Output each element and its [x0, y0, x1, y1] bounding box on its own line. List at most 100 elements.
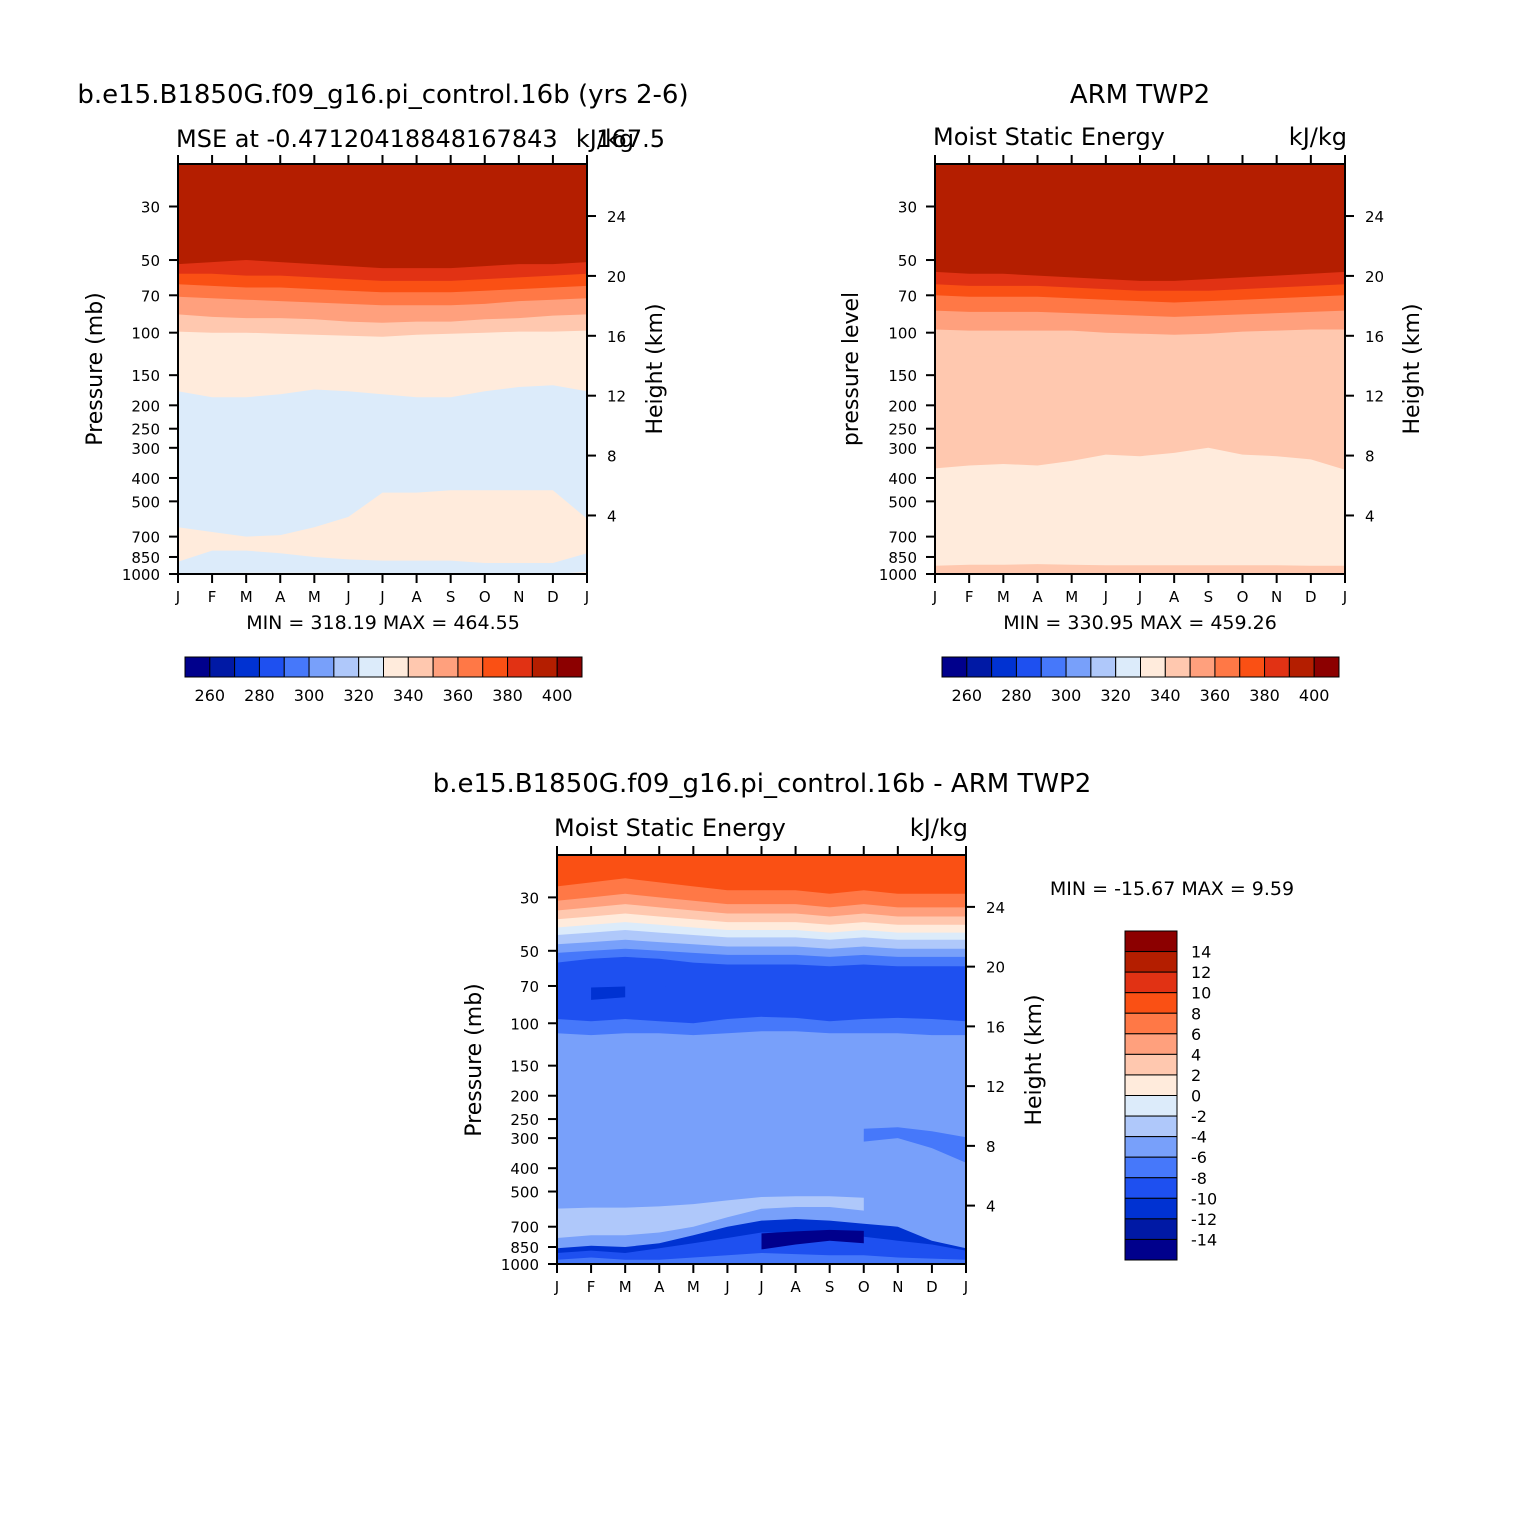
y-tick-label: 30: [520, 889, 539, 907]
colorbar-swatch: [333, 656, 360, 678]
x-tick-label: A: [1169, 588, 1180, 606]
y-tick-label: 700: [131, 529, 160, 547]
colorbar-swatch: [457, 656, 484, 678]
colorbar-swatch: [358, 656, 384, 678]
y-tick-label: 70: [141, 287, 160, 305]
x-tick-label: J: [932, 588, 937, 606]
y-tick-label: 100: [510, 1015, 539, 1033]
x-tick-label: O: [1237, 588, 1249, 606]
y-tick-label: 30: [141, 198, 160, 216]
y-tick-label: 250: [510, 1111, 539, 1129]
colorbar-label: -4: [1191, 1128, 1207, 1147]
colorbar-label: 6: [1191, 1025, 1201, 1044]
colorbar-swatch: [383, 656, 409, 678]
colorbar-label: 300: [1051, 686, 1082, 705]
colorbar-swatch: [1124, 1156, 1178, 1179]
colorbar-label: 380: [492, 686, 523, 705]
y-tick-label: 150: [510, 1058, 539, 1076]
colorbar-swatch: [507, 656, 533, 678]
colorbar-swatch: [1065, 656, 1092, 678]
colorbar-label: -2: [1191, 1107, 1207, 1126]
x-tick-label: J: [345, 588, 350, 606]
x-tick-label: J: [1137, 588, 1142, 606]
panel-title: b.e15.B1850G.f09_g16.pi_control.16b (yrs…: [77, 80, 688, 110]
y2-tick-label: 16: [607, 328, 626, 346]
colorbar-swatch: [1090, 656, 1117, 678]
colorbar-swatch: [1124, 1218, 1178, 1240]
colorbar-label: -12: [1191, 1210, 1217, 1229]
y-tick-label: 500: [510, 1184, 539, 1202]
contour-band: [863, 1127, 966, 1163]
colorbar-swatch: [1124, 1238, 1178, 1261]
colorbar: 260 280 300 320 340 360 380 400: [184, 656, 583, 705]
y2-tick-label: 8: [986, 1138, 996, 1156]
colorbar-label: -10: [1191, 1189, 1217, 1208]
y2-tick-label: 4: [1365, 507, 1375, 525]
x-tick-label: F: [208, 588, 217, 606]
contour-band: [761, 1229, 864, 1250]
y2-tick-label: 8: [607, 448, 617, 466]
colorbar-swatch: [1124, 951, 1178, 973]
x-tick-label: S: [446, 588, 456, 606]
y-tick-label: 850: [510, 1239, 539, 1257]
x-tick-label: D: [1305, 588, 1317, 606]
panel-units: kJ/kg: [576, 125, 634, 153]
y-tick-label: 850: [131, 549, 160, 567]
y-tick-label: 200: [510, 1088, 539, 1106]
x-tick-label: J: [554, 1278, 559, 1296]
y-tick-label: 1000: [501, 1256, 539, 1274]
y-tick-label: 30: [898, 198, 917, 216]
colorbar-swatch: [1124, 1136, 1178, 1158]
y-axis-label: Pressure (mb): [462, 983, 487, 1137]
min-max-stats: MIN = 318.19 MAX = 464.55: [246, 612, 520, 634]
y2-tick-label: 24: [986, 899, 1005, 917]
panel-left-subtitle: MSE at -0.47120418848167843: [176, 125, 558, 153]
colorbar-swatch: [1288, 656, 1315, 678]
colorbar-label: 380: [1249, 686, 1280, 705]
x-tick-label: F: [965, 588, 974, 606]
y-tick-label: 300: [888, 440, 917, 458]
colorbar-swatch: [184, 656, 211, 678]
y-tick-label: 200: [888, 397, 917, 415]
x-tick-label: N: [1271, 588, 1282, 606]
y2-tick-label: 4: [986, 1198, 996, 1216]
x-tick-label: J: [1342, 588, 1347, 606]
y-tick-label: 1000: [122, 566, 160, 584]
colorbar-swatch: [1124, 1197, 1178, 1220]
y-tick-label: 50: [141, 252, 160, 270]
colorbar-label: 320: [1100, 686, 1131, 705]
y-tick-label: 400: [510, 1160, 539, 1178]
x-tick-label: J: [175, 588, 180, 606]
colorbar-label: 280: [1001, 686, 1032, 705]
colorbar-label: 0: [1191, 1087, 1201, 1106]
y-tick-label: 500: [888, 493, 917, 511]
colorbar-label: -6: [1191, 1148, 1207, 1167]
colorbar-swatch: [234, 656, 260, 678]
colorbar-swatch: [1115, 656, 1141, 678]
contour-band: [178, 164, 587, 269]
colorbar-swatch: [1189, 656, 1216, 678]
y-tick-label: 850: [888, 549, 917, 567]
colorbar-swatch: [1264, 656, 1290, 678]
y2-tick-label: 20: [986, 959, 1005, 977]
panel-center-subtitle: 167.5: [596, 125, 665, 153]
x-tick-label: A: [411, 588, 422, 606]
colorbar-label: -8: [1191, 1169, 1207, 1188]
y2-tick-label: 24: [1365, 208, 1384, 226]
colorbar-label: 260: [195, 686, 226, 705]
x-tick-label: O: [858, 1278, 870, 1296]
y-tick-label: 150: [888, 367, 917, 385]
x-tick-label: M: [619, 1278, 632, 1296]
x-tick-label: N: [513, 588, 524, 606]
colorbar-swatch: [1124, 1033, 1178, 1055]
y2-tick-label: 4: [607, 507, 617, 525]
colorbar-swatch: [1124, 930, 1178, 953]
y2-axis-label: Height (km): [1400, 303, 1425, 434]
colorbar-label: 12: [1191, 963, 1211, 982]
y-tick-label: 400: [888, 470, 917, 488]
colorbar-swatch: [556, 656, 583, 678]
